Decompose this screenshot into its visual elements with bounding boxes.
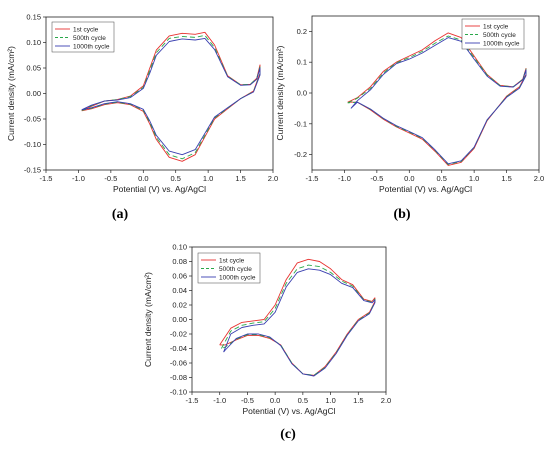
y-tick-label: 0.02 <box>172 301 187 310</box>
x-tick-label: 2.0 <box>534 174 544 183</box>
y-tick-label: -0.05 <box>24 115 41 124</box>
x-tick-label: -1.0 <box>338 174 351 183</box>
x-tick-label: -1.0 <box>72 174 85 183</box>
y-tick-label: -0.10 <box>170 388 187 397</box>
legend-box <box>197 252 261 284</box>
series-line-2 <box>81 34 261 160</box>
x-tick-label: -0.5 <box>370 174 383 183</box>
x-tick-label: 0.5 <box>170 174 180 183</box>
x-tick-label: 1.0 <box>469 174 479 183</box>
y-tick-label: 0.15 <box>26 13 41 22</box>
y-tick-label: -0.15 <box>24 166 41 175</box>
legend-box <box>461 18 525 50</box>
y-tick-label: 0.2 <box>297 27 307 36</box>
x-tick-label: 1.5 <box>501 174 511 183</box>
x-tick-label: 0.0 <box>138 174 148 183</box>
y-tick-label: 0.00 <box>172 315 187 324</box>
y-tick-label: -0.10 <box>24 140 41 149</box>
x-tick-label: 1.0 <box>325 396 335 405</box>
x-tick-label: 0.0 <box>270 396 280 405</box>
y-tick-label: 0.00 <box>26 89 41 98</box>
y-tick-label: -0.02 <box>170 330 187 339</box>
legend-label-1: 1st cycle <box>73 26 99 33</box>
y-tick-label: -0.08 <box>170 373 187 382</box>
y-tick-label: 0.04 <box>172 286 187 295</box>
x-tick-label: -0.5 <box>104 174 117 183</box>
series-line-3 <box>81 37 261 156</box>
x-tick-label: -1.5 <box>306 174 319 183</box>
legend-label-3: 1000th cycle <box>73 43 110 50</box>
x-axis-title: Potential (V) vs. Ag/AgCl <box>379 184 472 194</box>
series-line-2 <box>347 35 527 165</box>
y-tick-label: -0.04 <box>170 344 187 353</box>
legend-label-2: 500th cycle <box>483 32 516 39</box>
legend-label-3: 1000th cycle <box>483 40 520 47</box>
y-tick-label: -0.1 <box>294 119 307 128</box>
x-tick-label: 0.5 <box>436 174 446 183</box>
x-tick-label: 2.0 <box>268 174 278 183</box>
x-tick-label: 1.5 <box>353 396 363 405</box>
x-tick-label: -0.5 <box>241 396 254 405</box>
y-axis-title: Current density (mA/cm²) <box>275 45 285 140</box>
legend-box <box>51 21 115 53</box>
y-tick-label: 0.10 <box>26 38 41 47</box>
y-axis-title: Current density (mA/cm²) <box>143 272 153 367</box>
panel-a: -1.5 -1.0 -0.5 0.0 0.5 1.0 1.5 2.0 -0.15 -0.10 -0.… <box>6 13 278 223</box>
panel-label: (b) <box>393 207 410 222</box>
legend-label-3: 1000th cycle <box>219 274 256 281</box>
legend-label-2: 500th cycle <box>73 35 106 42</box>
legend-label-2: 500th cycle <box>219 266 252 273</box>
y-tick-label: 0.05 <box>26 64 41 73</box>
y-tick-label: 0.10 <box>172 243 187 252</box>
y-tick-label: 0.1 <box>297 58 307 67</box>
y-tick-label: 0.0 <box>297 89 307 98</box>
x-tick-label: -1.5 <box>186 396 199 405</box>
x-tick-label: 0.0 <box>404 174 414 183</box>
series-line-1 <box>347 32 527 166</box>
series-line-3 <box>350 37 527 165</box>
x-tick-label: -1.0 <box>213 396 226 405</box>
x-axis-title: Potential (V) vs. Ag/AgCl <box>113 184 206 194</box>
panel-b: -1.5 -1.0 -0.5 0.0 0.5 1.0 1.5 2.0 -0.2 -0.1 0.0 0.… <box>275 15 544 222</box>
y-tick-label: 0.08 <box>172 257 187 266</box>
panel-c: -1.5 -1.0 -0.5 0.0 0.5 1.0 1.5 2.0 -0.10 -0.08 -0.… <box>143 243 391 443</box>
y-axis-title: Current density (mA/cm²) <box>6 46 16 141</box>
panel-label: (c) <box>280 427 296 442</box>
x-tick-label: 2.0 <box>381 396 391 405</box>
y-tick-label: 0.06 <box>172 272 187 281</box>
series-line-3 <box>223 268 376 377</box>
x-tick-label: 0.5 <box>298 396 308 405</box>
y-tick-label: -0.06 <box>170 359 187 368</box>
x-tick-label: 1.5 <box>235 174 245 183</box>
series-line-1 <box>81 31 261 162</box>
panel-label: (a) <box>112 207 129 222</box>
x-tick-label: -1.5 <box>40 174 53 183</box>
x-tick-label: 1.0 <box>203 174 213 183</box>
legend-label-1: 1st cycle <box>219 257 245 264</box>
legend-label-1: 1st cycle <box>483 23 509 30</box>
x-axis-title: Potential (V) vs. Ag/AgCl <box>242 406 335 416</box>
y-tick-label: -0.2 <box>294 150 307 159</box>
